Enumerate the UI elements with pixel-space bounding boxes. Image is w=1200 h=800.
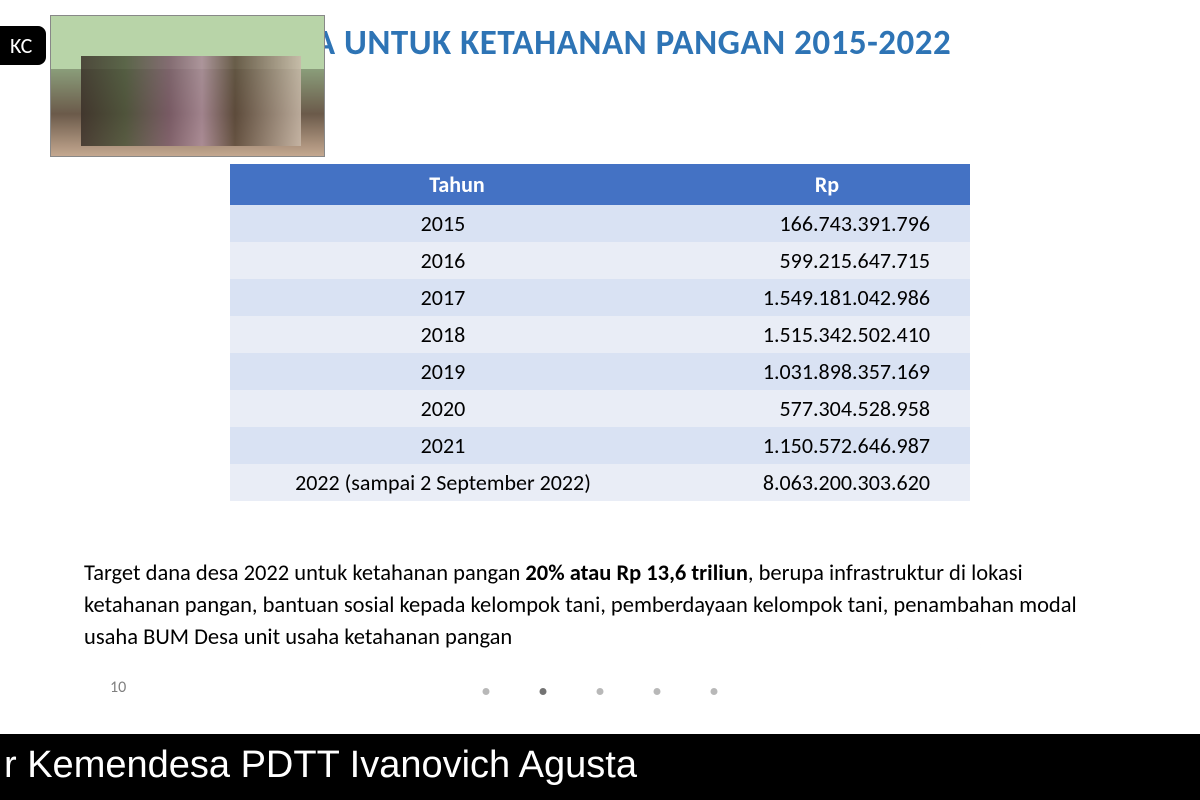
cell-amount: 166.743.391.796 bbox=[684, 205, 970, 242]
kc-badge: KC bbox=[0, 26, 46, 65]
cell-year: 2020 bbox=[230, 390, 684, 427]
dot[interactable] bbox=[711, 688, 718, 695]
slide-indicator-dots[interactable] bbox=[483, 688, 718, 695]
broadcast-lower-third: r Kemendesa PDTT Ivanovich Agusta bbox=[0, 734, 1200, 800]
data-table: Tahun Rp 2015166.743.391.7962016599.215.… bbox=[230, 164, 970, 501]
col-header-year: Tahun bbox=[230, 164, 684, 205]
cell-amount: 1.515.342.502.410 bbox=[684, 316, 970, 353]
page-number: 10 bbox=[110, 678, 126, 697]
cell-year: 2018 bbox=[230, 316, 684, 353]
dot[interactable] bbox=[483, 688, 490, 695]
cell-year: 2016 bbox=[230, 242, 684, 279]
table-row: 20211.150.572.646.987 bbox=[230, 427, 970, 464]
table-row: 20191.031.898.357.169 bbox=[230, 353, 970, 390]
slide-title: ESA UNTUK KETAHANAN PANGAN 2015-2022 bbox=[280, 22, 951, 64]
antara-watermark: ANTARA bbox=[947, 638, 1152, 680]
dot[interactable] bbox=[597, 688, 604, 695]
watermark-text: ANTARA bbox=[1003, 639, 1152, 680]
cell-year: 2022 (sampai 2 September 2022) bbox=[230, 464, 684, 501]
caption-pre: Target dana desa 2022 untuk ketahanan pa… bbox=[84, 560, 525, 587]
cell-amount: 8.063.200.303.620 bbox=[684, 464, 970, 501]
caption-bold: 20% atau Rp 13,6 triliun bbox=[525, 560, 748, 587]
cell-amount: 1.031.898.357.169 bbox=[684, 353, 970, 390]
cell-amount: 577.304.528.958 bbox=[684, 390, 970, 427]
cell-year: 2017 bbox=[230, 279, 684, 316]
dot[interactable] bbox=[654, 688, 661, 695]
presentation-slide: ESA UNTUK KETAHANAN PANGAN 2015-2022 KC … bbox=[0, 0, 1200, 734]
cell-year: 2019 bbox=[230, 353, 684, 390]
cell-amount: 1.150.572.646.987 bbox=[684, 427, 970, 464]
col-header-amount: Rp bbox=[684, 164, 970, 205]
cell-amount: 599.215.647.715 bbox=[684, 242, 970, 279]
table-header-row: Tahun Rp bbox=[230, 164, 970, 205]
antara-logo-icon bbox=[947, 638, 989, 680]
cell-year: 2021 bbox=[230, 427, 684, 464]
table-row: 2022 (sampai 2 September 2022)8.063.200.… bbox=[230, 464, 970, 501]
table-row: 20171.549.181.042.986 bbox=[230, 279, 970, 316]
dot-active[interactable] bbox=[540, 688, 547, 695]
cell-year: 2015 bbox=[230, 205, 684, 242]
presenter-video-thumbnail[interactable] bbox=[50, 15, 325, 157]
table-row: 2015166.743.391.796 bbox=[230, 205, 970, 242]
table-row: 2016599.215.647.715 bbox=[230, 242, 970, 279]
cell-amount: 1.549.181.042.986 bbox=[684, 279, 970, 316]
table-row: 20181.515.342.502.410 bbox=[230, 316, 970, 353]
table-row: 2020577.304.528.958 bbox=[230, 390, 970, 427]
